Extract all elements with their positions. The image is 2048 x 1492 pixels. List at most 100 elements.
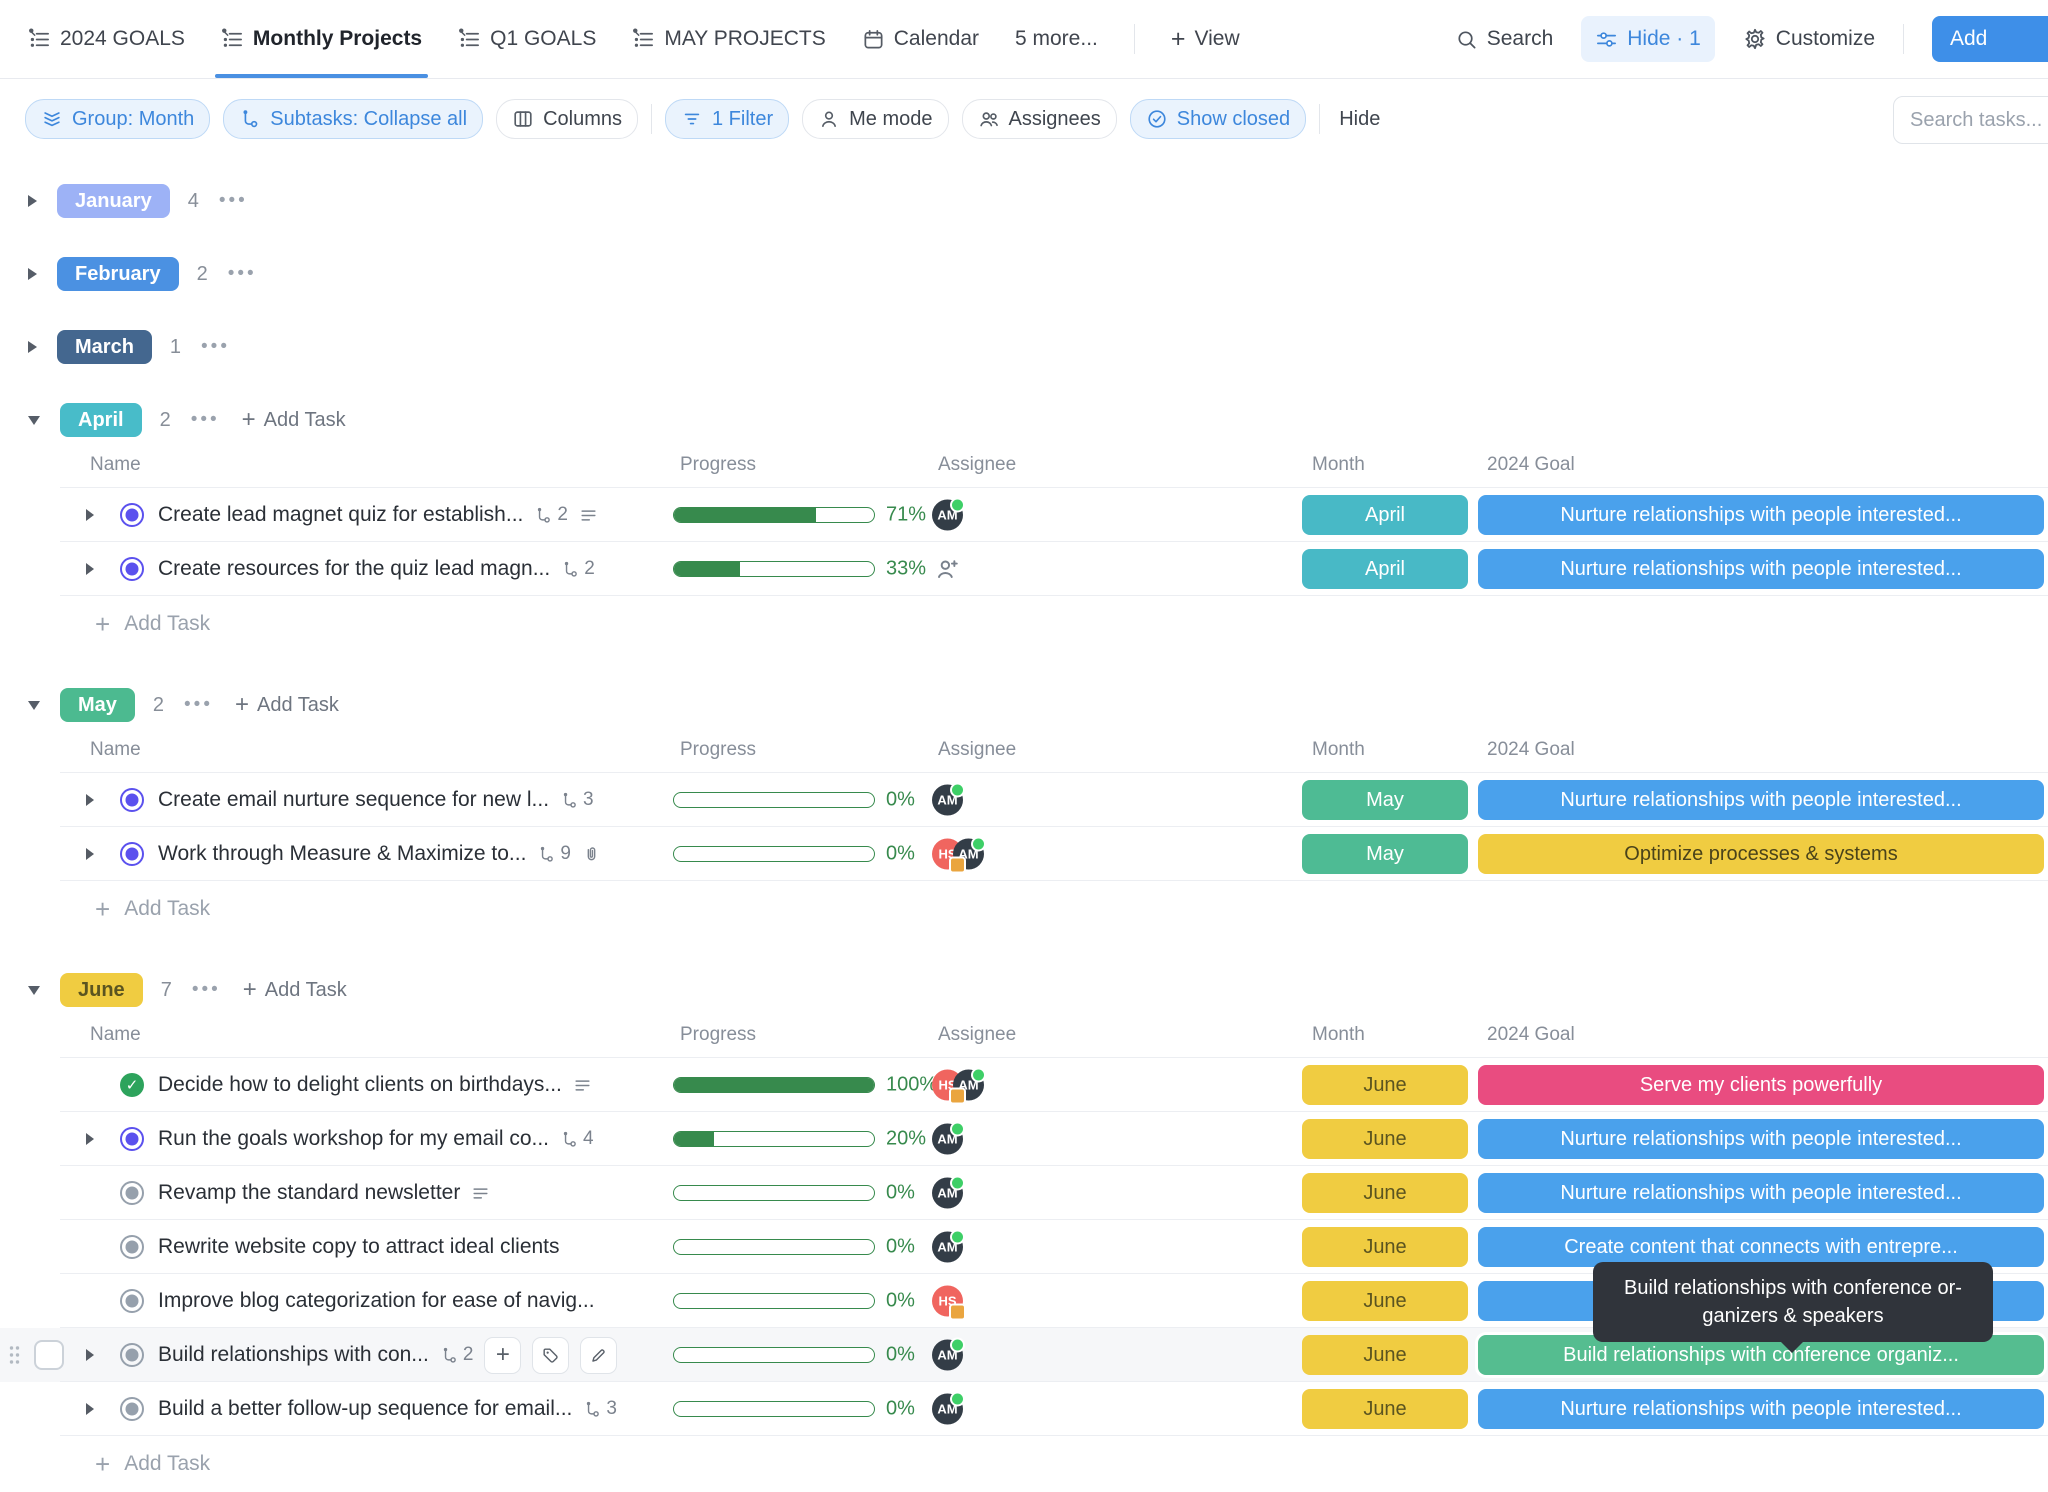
show-closed-pill[interactable]: Show closed	[1129, 99, 1307, 139]
expand-arrow-icon[interactable]	[86, 794, 94, 806]
subtask-count[interactable]: 3	[560, 789, 594, 811]
group-toggle-icon[interactable]	[28, 985, 40, 995]
goal-badge[interactable]: Nurture relationships with people intere…	[1478, 1119, 2044, 1159]
hide-toggle[interactable]: Hide	[1339, 107, 1381, 130]
goal-badge[interactable]: Optimize processes & systems	[1478, 834, 2044, 874]
add-task-row[interactable]: + Add Task	[0, 1436, 2048, 1492]
tag-button[interactable]	[532, 1336, 570, 1374]
status-icon-inprogress[interactable]	[120, 788, 144, 812]
task-row[interactable]: Create lead magnet quiz for establish...…	[0, 488, 2048, 542]
task-row[interactable]: Build a better follow-up sequence for em…	[0, 1382, 2048, 1436]
goal-badge[interactable]: Create content that connects with entrep…	[1478, 1227, 2044, 1267]
status-icon-todo[interactable]	[120, 1397, 144, 1421]
task-row[interactable]: Rewrite website copy to attract ideal cl…	[0, 1220, 2048, 1274]
group-menu-ellipsis[interactable]: •••	[218, 190, 248, 211]
month-badge[interactable]: May	[1302, 834, 1468, 874]
column-header-month[interactable]: Month	[1312, 739, 1365, 760]
add-task-row[interactable]: + Add Task	[0, 881, 2048, 937]
month-badge[interactable]: May	[1302, 780, 1468, 820]
expand-arrow-icon[interactable]	[86, 509, 94, 521]
group-add-task-button[interactable]: + Add Task	[243, 978, 347, 1002]
tab-2024-goals[interactable]: 2024 GOALS	[28, 0, 185, 78]
goal-badge[interactable]: Nurture relationships with people intere…	[1478, 780, 2044, 820]
status-icon-todo[interactable]	[120, 1235, 144, 1259]
month-badge[interactable]: June	[1302, 1389, 1468, 1429]
status-icon-done[interactable]: ✓	[120, 1073, 144, 1097]
group-menu-ellipsis[interactable]: •••	[227, 263, 257, 284]
task-row[interactable]: Create email nurture sequence for new l.…	[0, 773, 2048, 827]
expand-arrow-icon[interactable]	[86, 1133, 94, 1145]
task-name[interactable]: Rewrite website copy to attract ideal cl…	[158, 1235, 560, 1258]
column-header-2024-goal[interactable]: 2024 Goal	[1487, 739, 1575, 760]
add-view-button[interactable]: + View	[1171, 0, 1240, 78]
assignees-pill[interactable]: Assignees	[961, 99, 1117, 139]
column-header-progress[interactable]: Progress	[680, 1024, 757, 1045]
avatar[interactable]: AM	[932, 1337, 965, 1371]
expand-arrow-icon[interactable]	[86, 848, 94, 860]
status-icon-inprogress[interactable]	[120, 557, 144, 581]
task-name[interactable]: Create email nurture sequence for new l.…	[158, 788, 550, 811]
column-header-progress[interactable]: Progress	[680, 739, 757, 760]
task-name[interactable]: Build relationships with con...	[158, 1343, 429, 1366]
column-header-name[interactable]: Name	[90, 1024, 141, 1045]
expand-arrow-icon[interactable]	[86, 1349, 94, 1361]
month-badge[interactable]: June	[1302, 1281, 1468, 1321]
group-menu-ellipsis[interactable]: •••	[184, 694, 213, 715]
avatar[interactable]: AM	[953, 1067, 986, 1101]
tab-calendar[interactable]: Calendar	[862, 0, 979, 78]
add-task-row[interactable]: + Add Task	[0, 596, 2048, 652]
avatar[interactable]: AM	[932, 1175, 965, 1209]
task-row[interactable]: ✓ Decide how to delight clients on birthd…	[0, 1058, 2048, 1112]
task-name[interactable]: Work through Measure & Maximize to...	[158, 842, 527, 865]
goal-badge[interactable]: Nurture relationships with people intere…	[1478, 1389, 2044, 1429]
status-icon-inprogress[interactable]	[120, 842, 144, 866]
avatar[interactable]: AM	[932, 782, 965, 816]
column-header-month[interactable]: Month	[1312, 1024, 1365, 1045]
group-add-task-button[interactable]: + Add Task	[235, 693, 339, 717]
status-icon-inprogress[interactable]	[120, 1127, 144, 1151]
1-filter-pill[interactable]: 1 Filter	[665, 99, 790, 139]
task-row[interactable]: Work through Measure & Maximize to... 9 0%…	[0, 827, 2048, 881]
group-toggle-icon[interactable]	[28, 700, 40, 710]
avatar[interactable]: AM	[932, 1121, 965, 1155]
month-badge[interactable]: June	[1302, 1335, 1468, 1375]
tab-q1-goals[interactable]: Q1 GOALS	[458, 0, 596, 78]
task-name[interactable]: Create resources for the quiz lead magn.…	[158, 557, 551, 580]
task-row[interactable]: Run the goals workshop for my email co..…	[0, 1112, 2048, 1166]
group-month-pill[interactable]: Group: Month	[25, 99, 211, 139]
avatar[interactable]: AM	[932, 1391, 965, 1425]
group-month-badge[interactable]: January	[57, 184, 170, 218]
group-toggle-icon[interactable]	[28, 268, 37, 280]
avatar[interactable]: AM	[932, 497, 965, 531]
expand-arrow-icon[interactable]	[86, 1403, 94, 1415]
group-month-badge[interactable]: February	[57, 257, 179, 291]
tab-may-projects[interactable]: MAY PROJECTS	[632, 0, 826, 78]
task-row[interactable]: Revamp the standard newsletter 0% AM June Nu…	[0, 1166, 2048, 1220]
task-name[interactable]: Revamp the standard newsletter	[158, 1181, 461, 1204]
assign-user-icon[interactable]	[934, 556, 960, 582]
column-header-assignee[interactable]: Assignee	[938, 739, 1017, 760]
group-toggle-icon[interactable]	[28, 341, 37, 353]
group-month-badge[interactable]: March	[57, 330, 152, 364]
task-checkbox[interactable]	[34, 1340, 64, 1370]
column-header-2024-goal[interactable]: 2024 Goal	[1487, 454, 1575, 475]
column-header-assignee[interactable]: Assignee	[938, 1024, 1017, 1045]
task-name[interactable]: Run the goals workshop for my email co..…	[158, 1127, 550, 1150]
group-month-badge[interactable]: May	[60, 688, 135, 722]
rename-button[interactable]	[580, 1336, 618, 1374]
drag-handle-icon[interactable]	[8, 1345, 21, 1366]
column-header-progress[interactable]: Progress	[680, 454, 757, 475]
month-badge[interactable]: June	[1302, 1173, 1468, 1213]
hide-columns-button[interactable]: Hide · 1	[1581, 16, 1715, 62]
month-badge[interactable]: April	[1302, 495, 1468, 535]
subtask-count[interactable]: 4	[560, 1128, 594, 1150]
task-name[interactable]: Create lead magnet quiz for establish...	[158, 503, 524, 526]
subtask-count[interactable]: 3	[583, 1398, 617, 1420]
group-toggle-icon[interactable]	[28, 415, 40, 425]
subtask-count[interactable]: 2	[561, 558, 595, 580]
task-name[interactable]: Decide how to delight clients on birthda…	[158, 1073, 562, 1096]
goal-badge[interactable]: Nurture relationships with people intere…	[1478, 1173, 2044, 1213]
month-badge[interactable]: June	[1302, 1227, 1468, 1267]
avatar[interactable]: AM	[932, 1229, 965, 1263]
tab-monthly-projects[interactable]: Monthly Projects	[214, 0, 429, 78]
